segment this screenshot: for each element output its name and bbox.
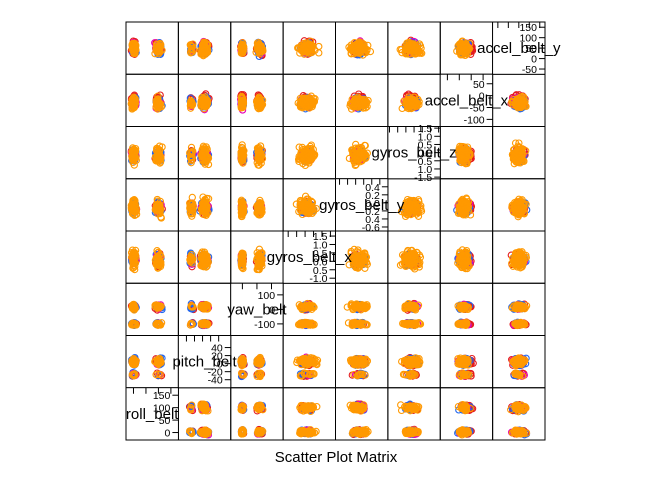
data-point <box>307 429 316 438</box>
data-point <box>300 427 309 436</box>
data-point <box>237 402 246 411</box>
data-point <box>201 402 210 410</box>
data-point <box>256 402 265 411</box>
data-point <box>297 405 306 413</box>
data-point <box>300 403 308 411</box>
data-point <box>200 400 208 408</box>
data-point <box>204 428 212 436</box>
data-point <box>296 404 304 412</box>
data-point <box>200 427 208 435</box>
data-point <box>200 404 208 412</box>
data-point <box>308 404 316 412</box>
data-point <box>188 401 196 409</box>
data-point <box>238 426 246 435</box>
data-point <box>309 403 317 411</box>
data-point <box>187 427 195 436</box>
data-point <box>187 406 195 414</box>
data-point <box>254 427 262 435</box>
data-point <box>238 403 247 412</box>
points-layer <box>127 36 531 439</box>
